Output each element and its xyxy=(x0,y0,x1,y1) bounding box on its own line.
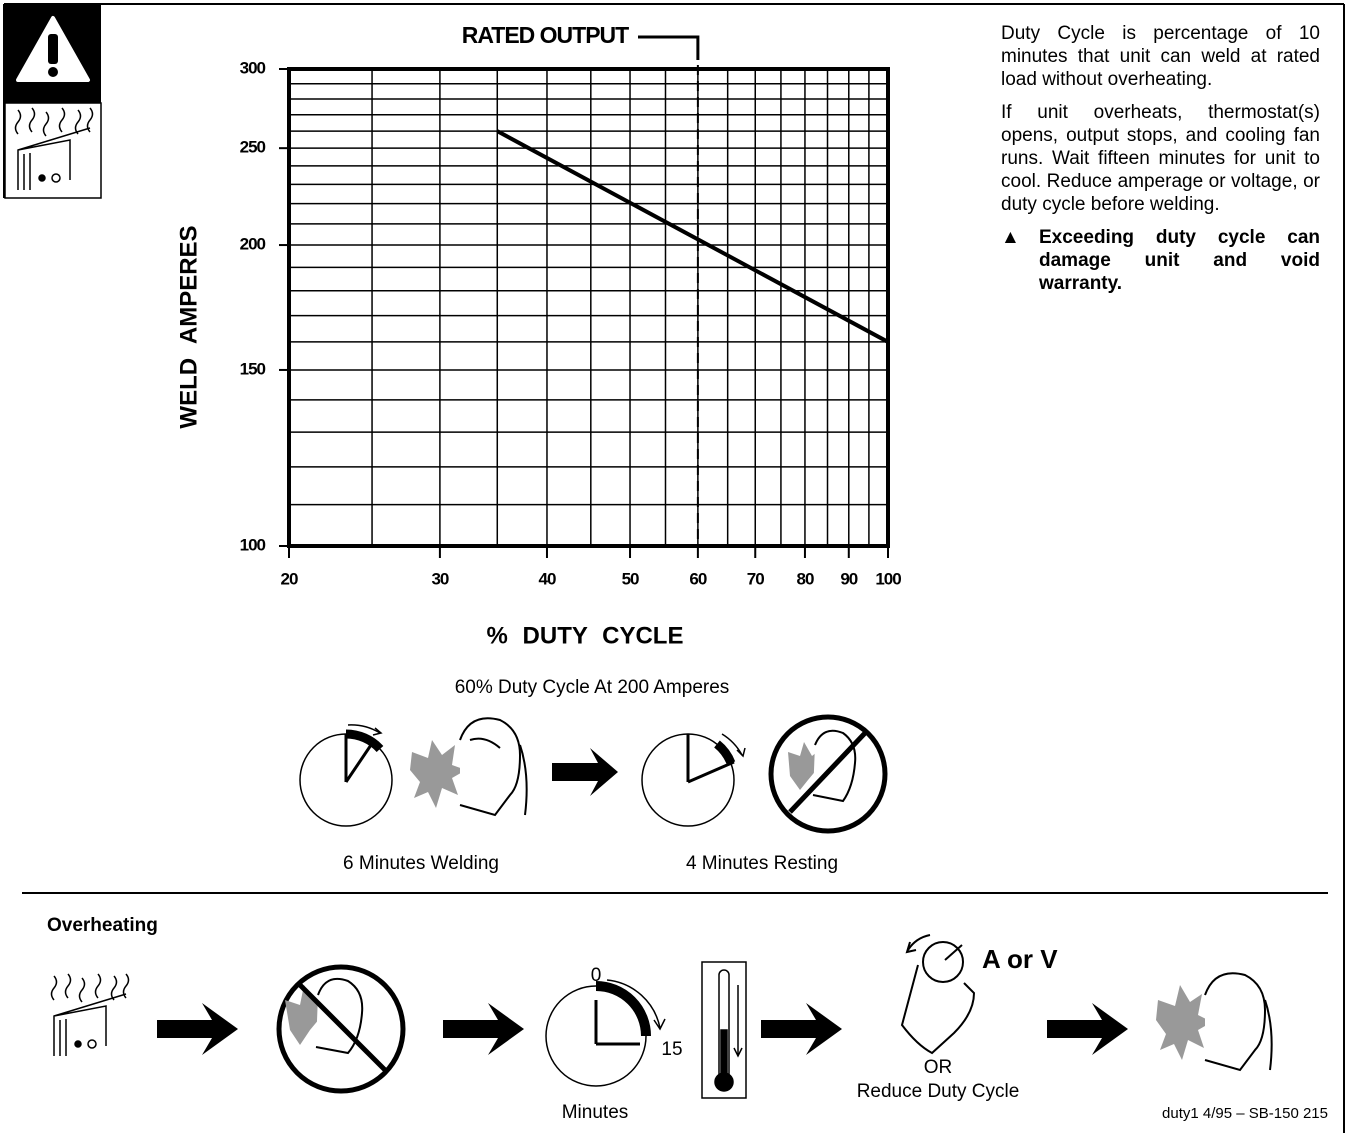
note: Duty Cycle is percentage of 10 minutes t… xyxy=(1001,22,1320,91)
y-tick-label: 100 xyxy=(240,535,266,554)
x-tick-label: 50 xyxy=(622,569,639,588)
or-label: OR xyxy=(924,1057,953,1078)
warning: ▲Exceeding duty cycle can damage unit an… xyxy=(1001,226,1320,295)
clock-start: 0 xyxy=(591,965,602,986)
side-notes: Duty Cycle is percentage of 10 minutes t… xyxy=(1001,22,1320,295)
rated-output-bracket xyxy=(638,37,698,60)
x-tick-label: 20 xyxy=(281,569,298,588)
reduce-label: Reduce Duty Cycle xyxy=(857,1081,1020,1102)
y-tick-label: 250 xyxy=(240,138,266,157)
x-tick-label: 40 xyxy=(539,569,556,588)
x-axis-label: % DUTY CYCLE xyxy=(487,622,684,649)
adjust-label: A or V xyxy=(982,944,1058,974)
heat-icon xyxy=(52,974,129,1056)
arrow xyxy=(552,748,618,796)
y-tick-label: 150 xyxy=(240,359,266,378)
clock-cooling xyxy=(546,980,665,1086)
no-welding xyxy=(279,967,403,1091)
x-tick-label: 80 xyxy=(796,569,813,588)
chart: RATED OUTPUT % DUTY CYCLE WELD AMPERES 2… xyxy=(175,22,901,649)
clock-welding xyxy=(300,725,392,826)
plot-frame xyxy=(289,69,888,546)
welding-label: 6 Minutes Welding xyxy=(343,853,499,874)
resting-label: 4 Minutes Resting xyxy=(686,853,838,874)
clock-end: 15 xyxy=(661,1039,682,1060)
x-tick-label: 30 xyxy=(431,569,448,588)
x-tick-label: 70 xyxy=(747,569,764,588)
x-tick-label: 60 xyxy=(689,569,706,588)
example-title: 60% Duty Cycle At 200 Amperes xyxy=(455,677,730,698)
data-line xyxy=(497,131,888,342)
annotation: RATED OUTPUT xyxy=(462,22,629,48)
no-welding xyxy=(771,717,885,831)
x-tick-label: 100 xyxy=(875,569,901,588)
page: 60% Duty Cycle At 200 Amperes 6 Minutes … xyxy=(0,0,1348,1133)
y-axis-label: WELD AMPERES xyxy=(175,225,202,428)
warning-icon xyxy=(5,5,101,198)
welder xyxy=(410,718,527,815)
footer: duty1 4/95 – SB-150 215 xyxy=(1162,1105,1328,1122)
hand-knob xyxy=(902,935,974,1053)
heat-icon xyxy=(16,108,93,190)
x-tick-label: 90 xyxy=(840,569,857,588)
thermometer xyxy=(702,962,746,1098)
overheating-title: Overheating xyxy=(47,915,158,936)
warning-text: Exceeding duty cycle can damage unit and… xyxy=(1039,226,1320,295)
clock-resting xyxy=(642,734,745,826)
clock-label: Minutes xyxy=(562,1102,629,1123)
note: If unit overheats, thermostat(s) opens, … xyxy=(1001,101,1320,216)
y-tick-label: 200 xyxy=(240,235,266,254)
welder xyxy=(1156,973,1272,1070)
y-tick-label: 300 xyxy=(240,58,266,77)
